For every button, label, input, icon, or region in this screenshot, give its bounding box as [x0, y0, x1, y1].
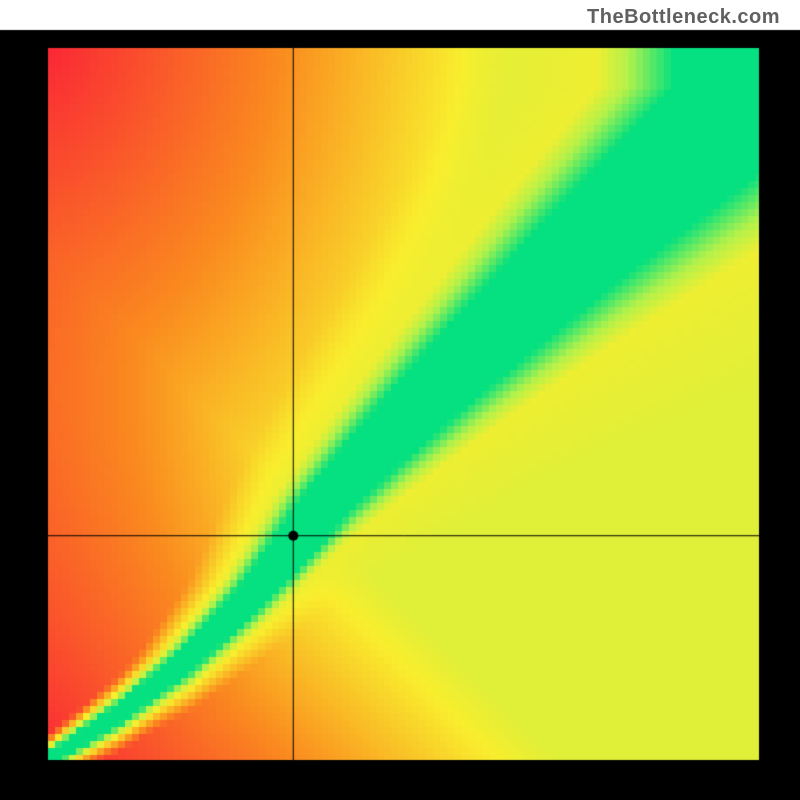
- figure-container: TheBottleneck.com: [0, 0, 800, 800]
- watermark-label: TheBottleneck.com: [587, 6, 780, 29]
- bottleneck-heatmap: [0, 0, 800, 800]
